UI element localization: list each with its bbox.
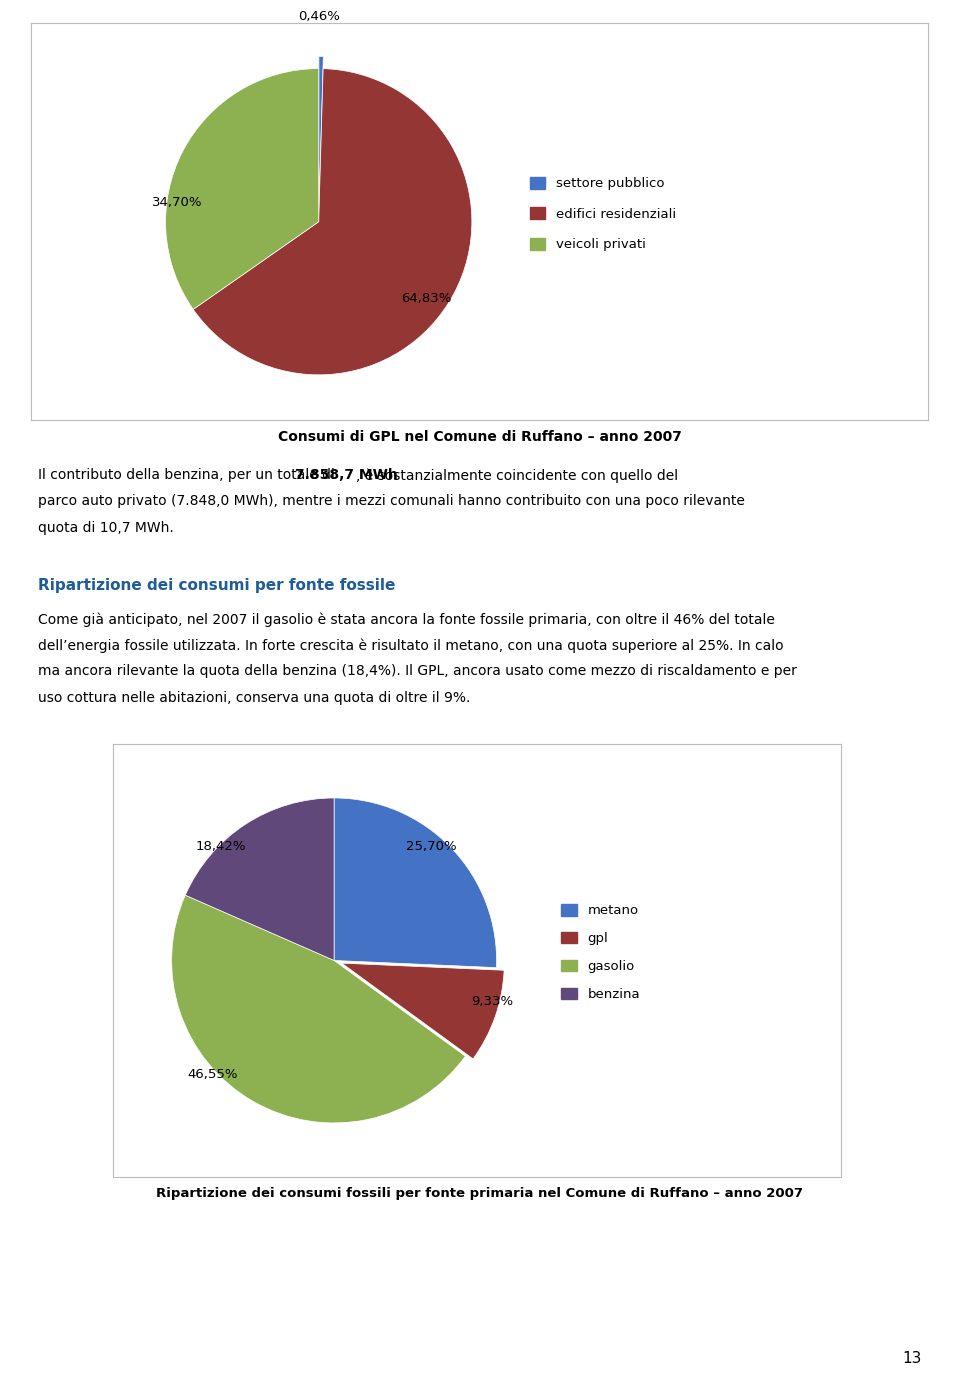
Text: 46,55%: 46,55%	[187, 1067, 237, 1081]
Text: quota di 10,7 MWh.: quota di 10,7 MWh.	[38, 521, 174, 534]
Text: 34,70%: 34,70%	[152, 196, 203, 209]
Text: ma ancora rilevante la quota della benzina (18,4%). Il GPL, ancora usato come me: ma ancora rilevante la quota della benzi…	[38, 664, 797, 679]
Wedge shape	[165, 69, 319, 310]
Text: 7.858,7 MWh: 7.858,7 MWh	[295, 468, 397, 482]
Text: dell’energia fossile utilizzata. In forte crescita è risultato il metano, con un: dell’energia fossile utilizzata. In fort…	[38, 638, 784, 653]
Text: 64,83%: 64,83%	[400, 292, 451, 304]
Text: 13: 13	[902, 1351, 922, 1366]
Wedge shape	[334, 799, 496, 968]
Text: 9,33%: 9,33%	[471, 994, 514, 1008]
Text: uso cottura nelle abitazioni, conserva una quota di oltre il 9%.: uso cottura nelle abitazioni, conserva u…	[38, 690, 470, 705]
Text: 0,46%: 0,46%	[298, 10, 340, 22]
Wedge shape	[319, 56, 324, 209]
Text: 18,42%: 18,42%	[195, 840, 246, 854]
Legend: metano, gpl, gasolio, benzina: metano, gpl, gasolio, benzina	[556, 898, 645, 1007]
Text: parco auto privato (7.848,0 MWh), mentre i mezzi comunali hanno contribuito con : parco auto privato (7.848,0 MWh), mentre…	[38, 494, 745, 508]
Text: Il contributo della benzina, per un totale di: Il contributo della benzina, per un tota…	[38, 468, 340, 482]
Wedge shape	[193, 69, 472, 375]
Text: Consumi di GPL nel Comune di Ruffano – anno 2007: Consumi di GPL nel Comune di Ruffano – a…	[278, 430, 682, 443]
Text: 25,70%: 25,70%	[406, 840, 457, 854]
Wedge shape	[342, 963, 504, 1059]
Wedge shape	[172, 895, 466, 1122]
Text: Ripartizione dei consumi fossili per fonte primaria nel Comune di Ruffano – anno: Ripartizione dei consumi fossili per fon…	[156, 1187, 804, 1199]
Text: Ripartizione dei consumi per fonte fossile: Ripartizione dei consumi per fonte fossi…	[38, 578, 396, 593]
Wedge shape	[185, 799, 334, 961]
Legend: settore pubblico, edifici residenziali, veicoli privati: settore pubblico, edifici residenziali, …	[524, 172, 682, 256]
Text: , è sostanzialmente coincidente con quello del: , è sostanzialmente coincidente con quel…	[356, 468, 678, 483]
Text: Come già anticipato, nel 2007 il gasolio è stata ancora la fonte fossile primari: Come già anticipato, nel 2007 il gasolio…	[38, 611, 776, 627]
